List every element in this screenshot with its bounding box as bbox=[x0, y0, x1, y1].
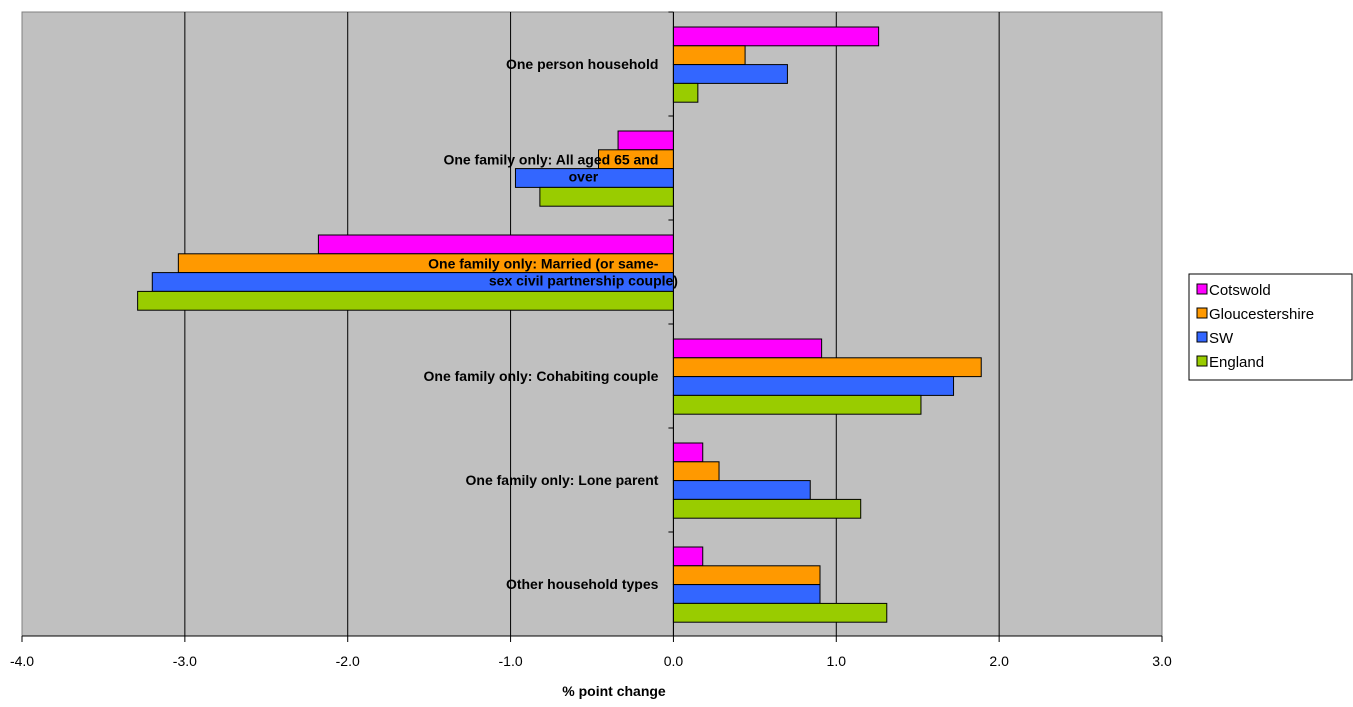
x-tick-label: 1.0 bbox=[827, 653, 847, 669]
bar-gloucestershire bbox=[672, 565, 821, 586]
legend-swatch-sw bbox=[1196, 331, 1208, 343]
bar-sw bbox=[672, 584, 821, 604]
legend: Cotswold Gloucestershire SW England bbox=[1188, 273, 1353, 381]
legend-swatch-gloucestershire bbox=[1196, 307, 1208, 319]
bar-gloucestershire bbox=[672, 357, 982, 378]
legend-swatch-england bbox=[1196, 355, 1208, 367]
bar-england bbox=[539, 186, 674, 207]
legend-swatch-cotswold bbox=[1196, 283, 1208, 295]
bar-cotswold bbox=[617, 130, 674, 151]
x-tick-label: 2.0 bbox=[989, 653, 1009, 669]
bar-gloucestershire bbox=[672, 45, 746, 66]
bar-england bbox=[672, 602, 888, 623]
bar-sw bbox=[672, 480, 811, 500]
legend-label-cotswold: Cotswold bbox=[1209, 282, 1271, 299]
x-tick-label: -1.0 bbox=[499, 653, 523, 669]
bars-group bbox=[137, 11, 982, 637]
bar-cotswold bbox=[317, 234, 674, 255]
x-axis-title: % point change bbox=[562, 683, 666, 699]
category-labels: One person household One family only: All… bbox=[424, 56, 678, 592]
bar-cotswold bbox=[672, 546, 704, 567]
category-label: One family only: Lone parent bbox=[466, 472, 659, 488]
bar-england bbox=[672, 498, 862, 519]
bar-sw bbox=[672, 376, 955, 396]
legend-box bbox=[1188, 273, 1353, 381]
legend-label-gloucestershire: Gloucestershire bbox=[1209, 306, 1314, 323]
x-tick-label: 0.0 bbox=[664, 653, 684, 669]
category-label: sex civil partnership couple) bbox=[489, 273, 678, 289]
plot-area bbox=[21, 11, 1163, 637]
bar-cotswold bbox=[672, 338, 823, 359]
category-label: One person household bbox=[506, 56, 658, 72]
category-label: One family only: Cohabiting couple bbox=[424, 368, 659, 384]
bar-cotswold bbox=[672, 26, 880, 47]
bar-cotswold bbox=[672, 442, 704, 463]
legend-label-sw: SW bbox=[1209, 330, 1234, 347]
bar-sw bbox=[672, 64, 788, 84]
x-axis: -4.0 -3.0 -2.0 -1.0 0.0 1.0 2.0 3.0 bbox=[10, 635, 1172, 669]
legend-label-england: England bbox=[1209, 354, 1264, 371]
category-label: One family only: Married (or same- bbox=[428, 256, 659, 272]
bar-england bbox=[672, 82, 699, 103]
x-tick-label: 3.0 bbox=[1152, 653, 1172, 669]
bar-gloucestershire bbox=[672, 461, 720, 482]
x-tick-label: -4.0 bbox=[10, 653, 34, 669]
category-label: over bbox=[569, 169, 599, 185]
plot-background bbox=[21, 11, 1163, 637]
category-label: One family only: All aged 65 and bbox=[443, 152, 658, 168]
x-tick-label: -3.0 bbox=[173, 653, 197, 669]
bar-england bbox=[137, 290, 674, 311]
category-label: Other household types bbox=[506, 576, 659, 592]
x-tick-label: -2.0 bbox=[336, 653, 360, 669]
bar-england bbox=[672, 394, 922, 415]
